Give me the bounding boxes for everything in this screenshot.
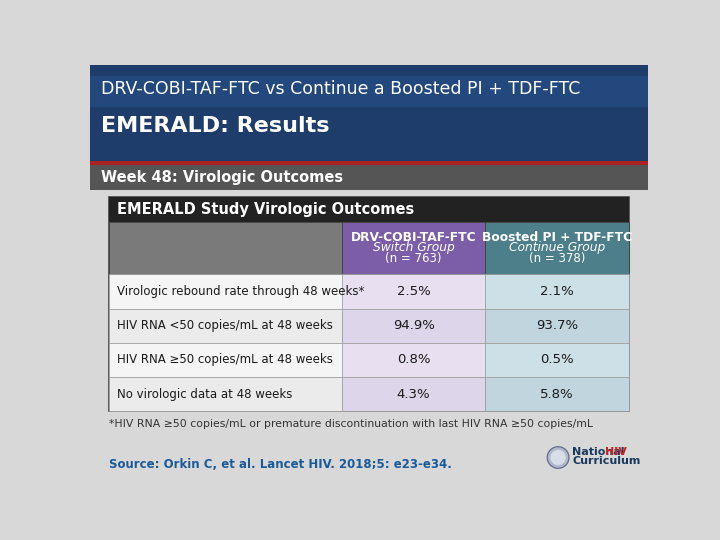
FancyBboxPatch shape — [342, 308, 485, 343]
FancyBboxPatch shape — [485, 377, 629, 411]
Text: DRV-COBI-TAF-FTC: DRV-COBI-TAF-FTC — [351, 231, 477, 244]
FancyBboxPatch shape — [342, 222, 485, 274]
Text: 0.5%: 0.5% — [540, 353, 574, 367]
Text: (n = 763): (n = 763) — [385, 252, 442, 265]
Text: EMERALD Study Virologic Outcomes: EMERALD Study Virologic Outcomes — [117, 202, 415, 217]
Text: HIV RNA <50 copies/mL at 48 weeks: HIV RNA <50 copies/mL at 48 weeks — [117, 319, 333, 332]
FancyBboxPatch shape — [342, 274, 485, 308]
Text: 2.1%: 2.1% — [540, 285, 574, 298]
Circle shape — [551, 450, 565, 464]
Text: 4.3%: 4.3% — [397, 388, 431, 401]
Circle shape — [547, 447, 569, 468]
Text: Switch Group: Switch Group — [373, 241, 454, 254]
Text: (n = 378): (n = 378) — [528, 252, 585, 265]
FancyBboxPatch shape — [90, 161, 648, 165]
Text: 93.7%: 93.7% — [536, 319, 578, 332]
Text: No virologic data at 48 weeks: No virologic data at 48 weeks — [117, 388, 292, 401]
FancyBboxPatch shape — [109, 343, 342, 377]
Text: Virologic rebound rate through 48 weeks*: Virologic rebound rate through 48 weeks* — [117, 285, 364, 298]
Text: Curriculum: Curriculum — [572, 456, 640, 467]
Text: 94.9%: 94.9% — [392, 319, 434, 332]
FancyBboxPatch shape — [485, 343, 629, 377]
FancyBboxPatch shape — [90, 76, 648, 107]
FancyBboxPatch shape — [90, 65, 648, 161]
Text: DRV-COBI-TAF-FTC vs Continue a Boosted PI + TDF-FTC: DRV-COBI-TAF-FTC vs Continue a Boosted P… — [101, 80, 580, 98]
FancyBboxPatch shape — [109, 274, 342, 308]
Text: 0.8%: 0.8% — [397, 353, 431, 367]
FancyBboxPatch shape — [485, 308, 629, 343]
FancyBboxPatch shape — [109, 197, 629, 411]
FancyBboxPatch shape — [109, 377, 342, 411]
Text: *HIV RNA ≥50 copies/mL or premature discontinuation with last HIV RNA ≥50 copies: *HIV RNA ≥50 copies/mL or premature disc… — [109, 419, 593, 429]
Text: 5.8%: 5.8% — [540, 388, 574, 401]
FancyBboxPatch shape — [342, 343, 485, 377]
Text: Week 48: Virologic Outcomes: Week 48: Virologic Outcomes — [101, 170, 343, 185]
FancyBboxPatch shape — [90, 165, 648, 190]
FancyBboxPatch shape — [485, 274, 629, 308]
Text: Boosted PI + TDF-FTC: Boosted PI + TDF-FTC — [482, 231, 632, 244]
Text: Source: Orkin C, et al. Lancet HIV. 2018;5: e23-e34.: Source: Orkin C, et al. Lancet HIV. 2018… — [109, 458, 452, 471]
FancyBboxPatch shape — [109, 197, 629, 222]
Text: National: National — [572, 447, 629, 457]
FancyBboxPatch shape — [485, 222, 629, 274]
FancyBboxPatch shape — [342, 377, 485, 411]
FancyBboxPatch shape — [109, 308, 342, 343]
Text: EMERALD: Results: EMERALD: Results — [101, 117, 329, 137]
Text: HIV: HIV — [606, 447, 627, 457]
Text: 2.5%: 2.5% — [397, 285, 431, 298]
Text: HIV RNA ≥50 copies/mL at 48 weeks: HIV RNA ≥50 copies/mL at 48 weeks — [117, 353, 333, 367]
Text: Continue Group: Continue Group — [509, 241, 605, 254]
FancyBboxPatch shape — [109, 222, 342, 274]
